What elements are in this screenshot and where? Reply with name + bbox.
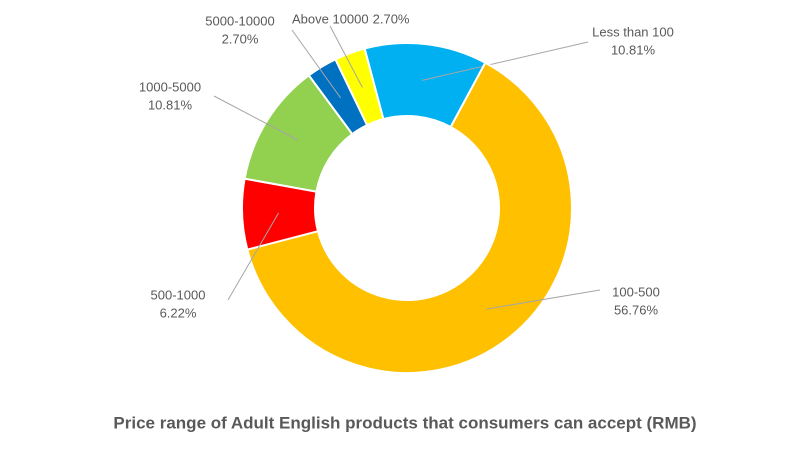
slice-label: 100-500: [612, 284, 660, 299]
leader-line: [329, 25, 363, 88]
leader-line: [213, 95, 299, 141]
slice-label: 500-1000: [151, 287, 206, 302]
chart-title: Price range of Adult English products th…: [113, 413, 696, 432]
leader-line: [486, 289, 601, 310]
slice-label: 1000-5000: [139, 79, 201, 94]
slice-label: Less than 100: [592, 24, 674, 39]
leader-line: [291, 29, 342, 99]
slice-label: 5000-10000: [205, 13, 274, 28]
leader-line: [421, 41, 589, 81]
value-label: 2.70%: [373, 11, 410, 26]
value-label: 10.81%: [611, 42, 656, 57]
value-label: 6.22%: [160, 305, 197, 320]
value-label: 56.76%: [614, 302, 659, 317]
value-label: 2.70%: [222, 31, 259, 46]
value-label: 10.81%: [148, 97, 193, 112]
leader-line: [227, 212, 280, 301]
slice-label: Above 10000: [292, 11, 369, 26]
slice: [246, 61, 573, 374]
